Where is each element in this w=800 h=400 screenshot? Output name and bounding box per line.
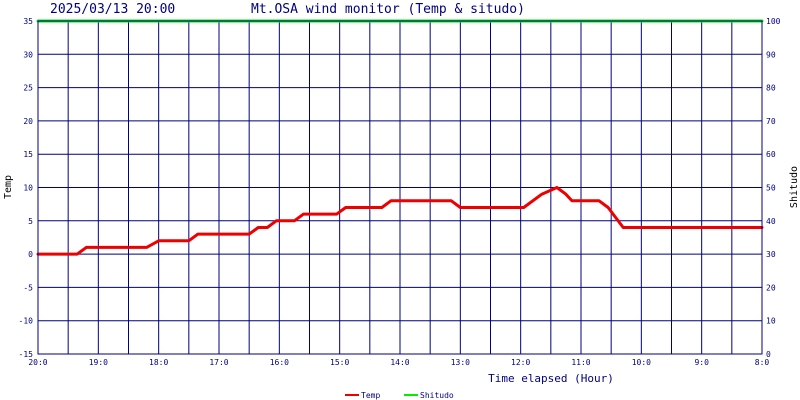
y-tick-label: 25	[23, 84, 33, 93]
x-tick-label: 15:0	[330, 358, 349, 367]
y-tick-label: 30	[23, 50, 33, 59]
x-tick-label: 18:0	[149, 358, 168, 367]
x-tick-label: 13:0	[451, 358, 470, 367]
x-tick-label: 16:0	[270, 358, 289, 367]
plot-frame	[37, 20, 763, 355]
legend: Temp Shitudo	[345, 391, 454, 400]
y-tick-label: 15	[23, 150, 33, 159]
tick-labels: 35302520151050-5-10-15100908070605040302…	[19, 17, 781, 367]
x-tick-label: 17:0	[209, 358, 228, 367]
y-tick-label: 35	[23, 17, 33, 26]
legend-label-shitudo: Shitudo	[420, 391, 454, 400]
y-tick-label: 5	[28, 217, 33, 226]
y2-tick-label: 30	[766, 250, 776, 259]
y2-tick-label: 0	[766, 350, 771, 359]
y2-tick-label: 10	[766, 317, 776, 326]
y-tick-label: 0	[28, 250, 33, 259]
x-tick-label: 8:0	[755, 358, 770, 367]
legend-label-temp: Temp	[361, 391, 380, 400]
y2-tick-label: 20	[766, 283, 776, 292]
x-tick-label: 12:0	[511, 358, 530, 367]
x-axis-label: Time elapsed (Hour)	[488, 372, 614, 385]
y2-tick-label: 40	[766, 217, 776, 226]
y2-axis-label: Shitudo	[789, 166, 800, 208]
y-tick-label: 10	[23, 184, 33, 193]
grid	[37, 20, 763, 355]
x-tick-label: 19:0	[89, 358, 108, 367]
x-tick-label: 14:0	[390, 358, 409, 367]
x-tick-label: 10:0	[632, 358, 651, 367]
series-line-temp	[36, 186, 764, 256]
y-tick-label: -5	[23, 283, 33, 292]
x-tick-label: 9:0	[694, 358, 709, 367]
timestamp: 2025/03/13 20:00	[50, 2, 175, 17]
y2-tick-label: 90	[766, 50, 776, 59]
y2-tick-label: 80	[766, 84, 776, 93]
y-axis-label: Temp	[3, 175, 14, 199]
chart-title: Mt.OSA wind monitor (Temp & situdo)	[251, 2, 525, 17]
y-tick-label: -10	[19, 317, 34, 326]
y-tick-label: 20	[23, 117, 33, 126]
y2-tick-label: 60	[766, 150, 776, 159]
y2-tick-label: 100	[766, 17, 781, 26]
x-tick-label: 11:0	[571, 358, 590, 367]
y2-tick-label: 70	[766, 117, 776, 126]
y2-tick-label: 50	[766, 184, 776, 193]
y-tick-label: -15	[19, 350, 34, 359]
x-tick-label: 20:0	[28, 358, 47, 367]
